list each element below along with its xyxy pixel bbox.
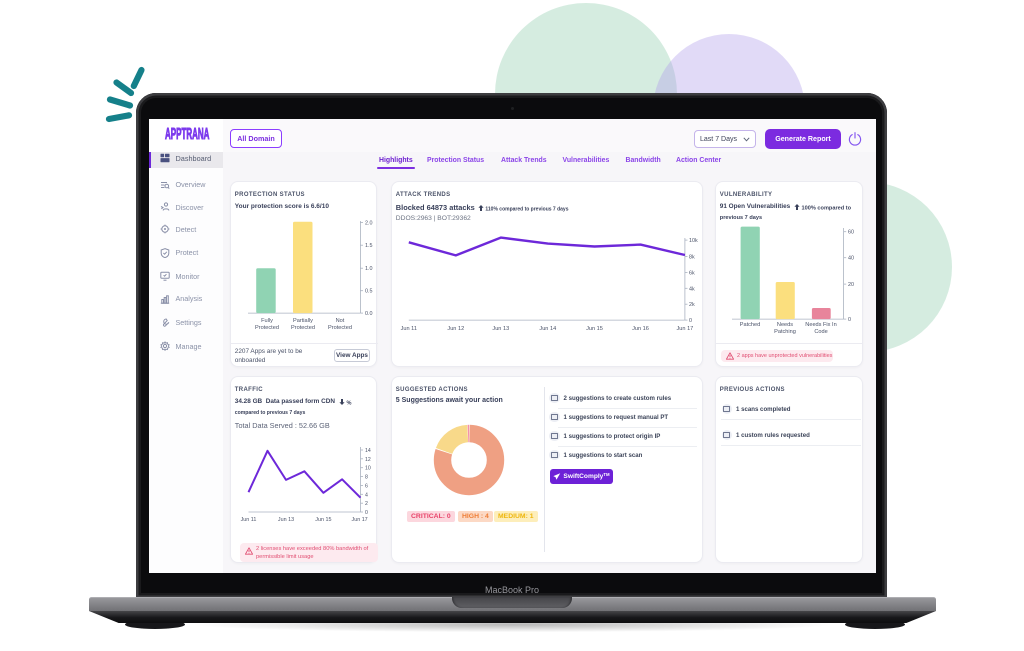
- svg-text:8k: 8k: [689, 255, 695, 261]
- svg-text:4: 4: [365, 492, 368, 498]
- svg-text:2.0: 2.0: [365, 220, 373, 226]
- svg-text:Jun 12: Jun 12: [447, 326, 464, 332]
- svg-text:6: 6: [365, 483, 368, 489]
- svg-text:4k: 4k: [689, 286, 695, 292]
- svg-text:1.0: 1.0: [365, 266, 373, 272]
- svg-text:8: 8: [365, 475, 368, 481]
- svg-text:10: 10: [365, 466, 371, 472]
- svg-text:60: 60: [848, 230, 854, 236]
- svg-text:0.0: 0.0: [365, 311, 373, 316]
- svg-text:20: 20: [848, 282, 854, 288]
- svg-text:0: 0: [365, 510, 368, 516]
- svg-text:40: 40: [848, 256, 854, 262]
- svg-text:1.5: 1.5: [365, 243, 373, 249]
- svg-text:Jun 13: Jun 13: [278, 517, 294, 523]
- svg-text:Jun 17: Jun 17: [677, 326, 694, 332]
- svg-text:Jun 11: Jun 11: [401, 326, 417, 332]
- svg-text:14: 14: [365, 448, 371, 454]
- svg-text:6k: 6k: [689, 270, 695, 276]
- svg-text:Jun 15: Jun 15: [315, 517, 331, 523]
- svg-text:2k: 2k: [689, 302, 695, 308]
- svg-text:0: 0: [689, 318, 692, 324]
- svg-text:12: 12: [365, 457, 371, 463]
- svg-text:Jun 13: Jun 13: [492, 326, 509, 332]
- svg-text:Jun 17: Jun 17: [352, 517, 368, 523]
- svg-text:0: 0: [848, 317, 851, 323]
- svg-text:Jun 11: Jun 11: [241, 517, 257, 523]
- svg-text:Jun 14: Jun 14: [539, 326, 556, 332]
- svg-text:Jun 15: Jun 15: [586, 326, 603, 332]
- svg-text:10k: 10k: [689, 238, 698, 244]
- svg-text:Jun 16: Jun 16: [632, 326, 649, 332]
- svg-text:0.5: 0.5: [365, 289, 373, 295]
- svg-text:2: 2: [365, 501, 368, 507]
